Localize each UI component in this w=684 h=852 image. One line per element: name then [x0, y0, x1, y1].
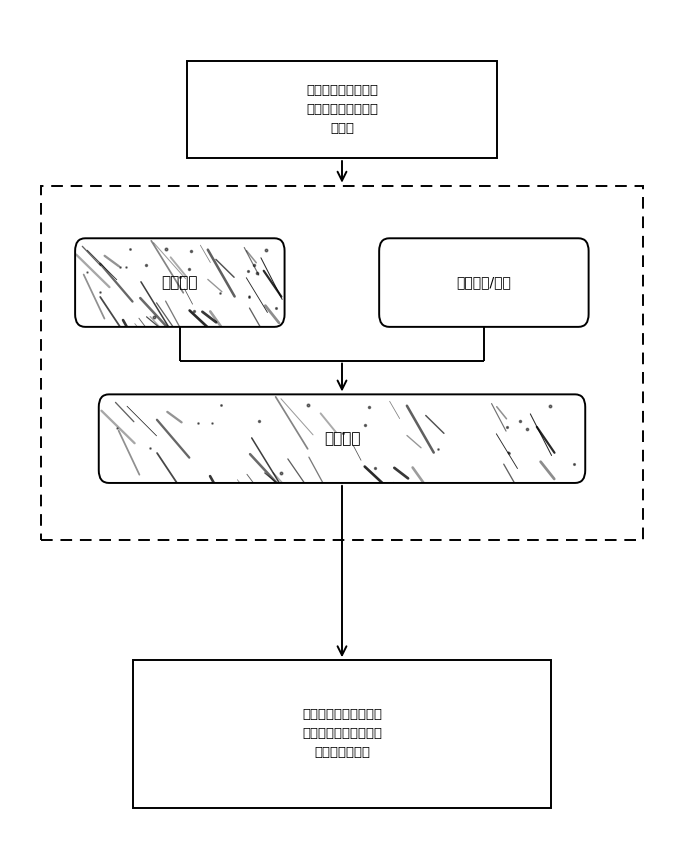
Bar — [187, 61, 497, 158]
Text: 高速动车组列车网络
控制系统半实物仿真
测试台: 高速动车组列车网络 控制系统半实物仿真 测试台 — [306, 84, 378, 135]
Text: 真实设备: 真实设备 — [161, 275, 198, 290]
Text: 列车仿真: 列车仿真 — [324, 431, 360, 446]
FancyBboxPatch shape — [379, 239, 589, 327]
FancyBboxPatch shape — [98, 394, 586, 483]
Bar — [133, 660, 551, 808]
Bar — [41, 186, 643, 540]
Text: 虚拟设备/系统: 虚拟设备/系统 — [456, 275, 512, 290]
FancyBboxPatch shape — [75, 239, 285, 327]
Text: 对各子系统控制功能及
列车级通信功能进行测
试，并进行分析: 对各子系统控制功能及 列车级通信功能进行测 试，并进行分析 — [302, 709, 382, 759]
